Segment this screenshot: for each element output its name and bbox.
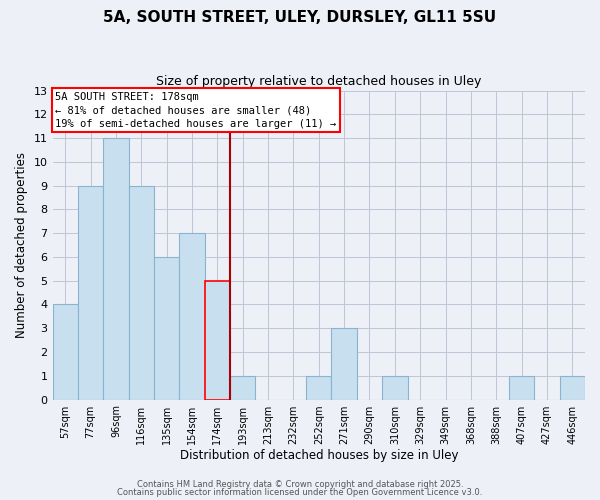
Bar xyxy=(128,186,154,400)
Bar xyxy=(306,376,331,400)
Text: 5A SOUTH STREET: 178sqm
← 81% of detached houses are smaller (48)
19% of semi-de: 5A SOUTH STREET: 178sqm ← 81% of detache… xyxy=(55,92,337,128)
Bar xyxy=(560,376,585,400)
Bar xyxy=(179,233,205,400)
Bar xyxy=(382,376,407,400)
Bar xyxy=(331,328,357,400)
Bar xyxy=(53,304,78,400)
Bar xyxy=(154,257,179,400)
X-axis label: Distribution of detached houses by size in Uley: Distribution of detached houses by size … xyxy=(179,450,458,462)
Title: Size of property relative to detached houses in Uley: Size of property relative to detached ho… xyxy=(156,75,481,88)
Text: Contains HM Land Registry data © Crown copyright and database right 2025.: Contains HM Land Registry data © Crown c… xyxy=(137,480,463,489)
Bar xyxy=(205,280,230,400)
Text: 5A, SOUTH STREET, ULEY, DURSLEY, GL11 5SU: 5A, SOUTH STREET, ULEY, DURSLEY, GL11 5S… xyxy=(103,10,497,25)
Bar xyxy=(509,376,534,400)
Bar xyxy=(230,376,256,400)
Bar xyxy=(103,138,128,400)
Y-axis label: Number of detached properties: Number of detached properties xyxy=(15,152,28,338)
Bar xyxy=(78,186,103,400)
Text: Contains public sector information licensed under the Open Government Licence v3: Contains public sector information licen… xyxy=(118,488,482,497)
